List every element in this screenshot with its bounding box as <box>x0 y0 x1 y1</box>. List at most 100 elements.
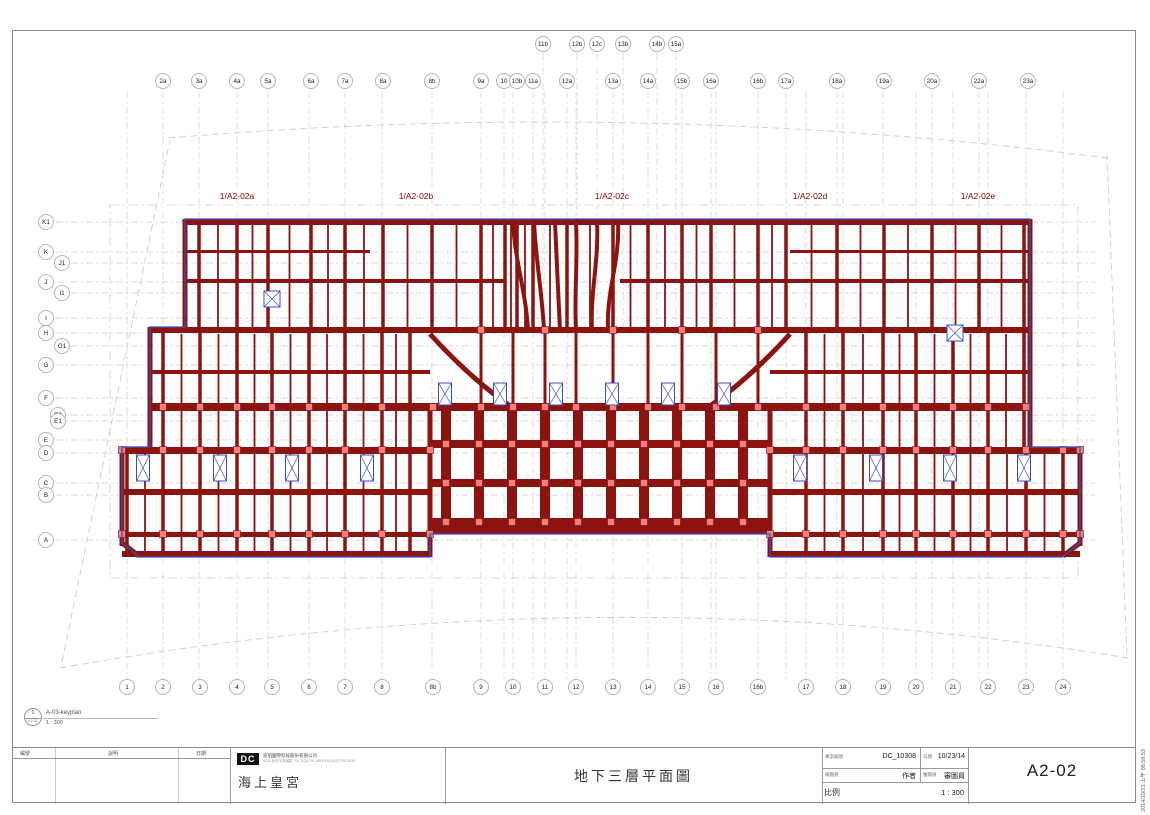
date-value: 10/23/14 <box>937 753 965 760</box>
grid-bubble: 14a <box>640 73 656 89</box>
site-boundary-layer <box>59 121 1129 669</box>
checked-label: 審圖員 <box>923 772 937 777</box>
grid-bubble: 13 <box>605 679 621 695</box>
grid-bubble: I1 <box>54 285 70 301</box>
revision-col-description: 說明 <box>108 751 119 757</box>
grid-bubble: 2 <box>155 679 171 695</box>
svg-text:19a: 19a <box>879 78 890 85</box>
scale-value: 1 : 300 <box>941 788 964 797</box>
svg-text:22a: 22a <box>974 78 985 85</box>
grid-bubble: 15a <box>668 36 684 52</box>
svg-text:8: 8 <box>380 684 384 691</box>
grid-bubble: 12b <box>569 36 585 52</box>
svg-text:16b: 16b <box>753 684 764 691</box>
svg-text:17a: 17a <box>781 78 792 85</box>
svg-text:19: 19 <box>879 684 887 691</box>
svg-text:K: K <box>44 249 49 256</box>
svg-text:10b: 10b <box>512 78 523 85</box>
svg-text:13: 13 <box>609 684 617 691</box>
grid-bubble: D <box>38 445 54 461</box>
grid-bubble: 18a <box>829 73 845 89</box>
svg-text:13b: 13b <box>618 41 629 48</box>
drawn-label: 繪圖員 <box>825 772 839 777</box>
grid-bubble: 19a <box>876 73 892 89</box>
titleblock-divider <box>230 748 231 804</box>
section-label: 1/A2-02d <box>793 191 828 201</box>
svg-text:15a: 15a <box>671 41 682 48</box>
revision-header-line <box>12 758 230 759</box>
grid-bubble: K1 <box>38 214 54 230</box>
svg-text:9: 9 <box>479 684 483 691</box>
grid-bubble: F <box>38 390 54 406</box>
grid-bubble: 2a <box>155 73 171 89</box>
svg-text:20a: 20a <box>927 78 938 85</box>
grid-bubble: 12c <box>589 36 605 52</box>
fields-divider <box>920 748 921 782</box>
svg-text:22: 22 <box>984 684 992 691</box>
title-block: 編號 說明 日期 DC 迪凱國際科技股份有限公司 ADD:台北市內湖區 TEL:… <box>12 747 1136 804</box>
svg-text:12b: 12b <box>572 41 583 48</box>
date-label: 日期 <box>923 754 932 759</box>
svg-text:G: G <box>44 362 49 369</box>
svg-text:17: 17 <box>802 684 810 691</box>
grid-bubble: 8b <box>425 679 441 695</box>
svg-text:12: 12 <box>572 684 580 691</box>
grid-bubble: G <box>38 357 54 373</box>
project-name: 海上皇宮 <box>238 775 303 790</box>
revision-col-date: 日期 <box>196 751 207 757</box>
titleblock-divider <box>968 748 969 804</box>
svg-text:F: F <box>44 395 48 402</box>
sheet-border <box>12 30 1136 803</box>
grid-bubble: 11b <box>535 36 551 52</box>
keyplan-marker: 1 A2-02 A-03-keyplan 1 : 300 <box>20 704 170 734</box>
svg-text:3: 3 <box>198 684 202 691</box>
grid-bubble: 1 <box>119 679 135 695</box>
svg-text:16a: 16a <box>706 78 717 85</box>
grid-bubble: 7 <box>337 679 353 695</box>
grid-bubble: 15 <box>674 679 690 695</box>
svg-text:1: 1 <box>125 684 129 691</box>
grid-bubble: 16 <box>708 679 724 695</box>
sheet-title: 地下三層平面圖 <box>574 768 693 784</box>
svg-text:12a: 12a <box>562 78 573 85</box>
revision-divider <box>178 748 179 804</box>
svg-text:I1: I1 <box>59 290 65 297</box>
svg-text:H: H <box>44 330 49 337</box>
svg-text:20: 20 <box>912 684 920 691</box>
svg-text:4: 4 <box>235 684 239 691</box>
checked-value: 審圖員 <box>944 773 965 780</box>
svg-text:15b: 15b <box>677 78 688 85</box>
svg-text:E1: E1 <box>54 418 62 425</box>
walls-layer <box>119 219 1083 558</box>
svg-text:7a: 7a <box>341 78 349 85</box>
grid-bubble: 12 <box>568 679 584 695</box>
section-label: 1/A2-02c <box>595 191 630 201</box>
grid-bubble: 9a <box>473 73 489 89</box>
svg-text:A: A <box>44 537 49 544</box>
section-labels: 1/A2-02a 1/A2-02b 1/A2-02c 1/A2-02d 1/A2-02e <box>220 191 996 201</box>
project-no-label: 專案編號 <box>825 754 843 759</box>
svg-text:13a: 13a <box>608 78 619 85</box>
svg-text:10: 10 <box>500 78 508 85</box>
svg-text:9a: 9a <box>477 78 485 85</box>
grid-bubble: 18 <box>835 679 851 695</box>
svg-text:8b: 8b <box>428 78 436 85</box>
svg-text:E: E <box>44 437 48 444</box>
grid-bubble: H <box>38 325 54 341</box>
sheet-number: A2-02 <box>1026 761 1078 780</box>
grid-bubble: 3a <box>191 73 207 89</box>
svg-text:5a: 5a <box>264 78 272 85</box>
svg-text:11a: 11a <box>528 78 539 85</box>
project-cell: DC 迪凱國際科技股份有限公司 ADD:台北市內湖區 TEL:(02)2792-… <box>230 748 445 804</box>
svg-text:I: I <box>45 315 47 322</box>
view-number: 1 <box>31 710 35 716</box>
svg-text:4a: 4a <box>233 78 241 85</box>
svg-text:8b: 8b <box>429 684 437 691</box>
company-logo: DC <box>237 753 259 765</box>
outline-layer <box>121 218 1081 558</box>
svg-text:14b: 14b <box>652 41 663 48</box>
print-timestamp: 2014/10/23 上午 08:59:53 <box>1141 749 1147 812</box>
grid-bubble: 9 <box>473 679 489 695</box>
grid-bubble: 11a <box>525 73 541 89</box>
